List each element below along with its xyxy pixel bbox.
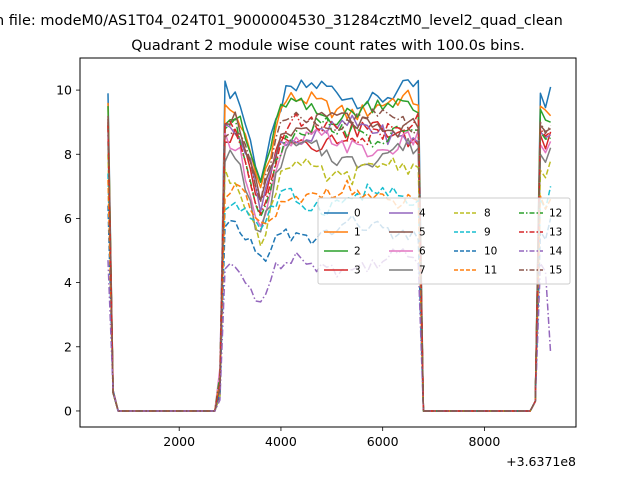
series-line-10 xyxy=(107,205,552,412)
y-tick-label: 2 xyxy=(64,339,72,354)
legend-label: 3 xyxy=(354,265,361,277)
legend-label: 2 xyxy=(354,246,361,258)
legend-label: 12 xyxy=(549,208,562,220)
legend-label: 13 xyxy=(549,227,562,239)
x-tick-label: 4000 xyxy=(265,434,297,449)
legend-label: 9 xyxy=(484,227,491,239)
x-axis: 2000 4000 6000 8000 xyxy=(163,427,500,449)
y-tick-label: 10 xyxy=(56,83,72,98)
legend-label: 7 xyxy=(419,265,426,277)
series-line-11 xyxy=(107,179,552,412)
y-tick-label: 8 xyxy=(64,147,72,162)
legend-box xyxy=(317,197,571,285)
legend-label: 10 xyxy=(484,246,497,258)
x-tick-label: 8000 xyxy=(469,434,501,449)
axes-frame xyxy=(79,57,577,428)
x-offset-label: +3.6371e8 xyxy=(506,454,576,469)
x-tick-label: 6000 xyxy=(367,434,399,449)
x-tick-label: 2000 xyxy=(163,434,195,449)
legend-label: 14 xyxy=(549,246,563,258)
legend-label: 8 xyxy=(484,208,491,220)
legend-label: 11 xyxy=(484,265,497,277)
series-line-15 xyxy=(107,108,552,412)
legend-label: 15 xyxy=(549,265,562,277)
legend-label: 4 xyxy=(419,208,426,220)
series-line-12 xyxy=(107,116,551,412)
legend-label: 6 xyxy=(419,246,426,258)
y-axis: 0 2 4 6 8 10 xyxy=(56,83,80,418)
chart-title: Quadrant 2 module wise count rates with … xyxy=(131,38,525,54)
y-tick-label: 0 xyxy=(64,403,72,418)
legend-label: 5 xyxy=(419,227,426,239)
y-tick-label: 4 xyxy=(64,275,72,290)
figure-suptitle: n file: modeM0/AS1T04_024T01_9000004530_… xyxy=(0,13,563,29)
y-tick-label: 6 xyxy=(64,211,72,226)
legend-label: 0 xyxy=(354,208,361,220)
legend-label: 1 xyxy=(354,227,361,239)
series-lines xyxy=(107,79,552,412)
